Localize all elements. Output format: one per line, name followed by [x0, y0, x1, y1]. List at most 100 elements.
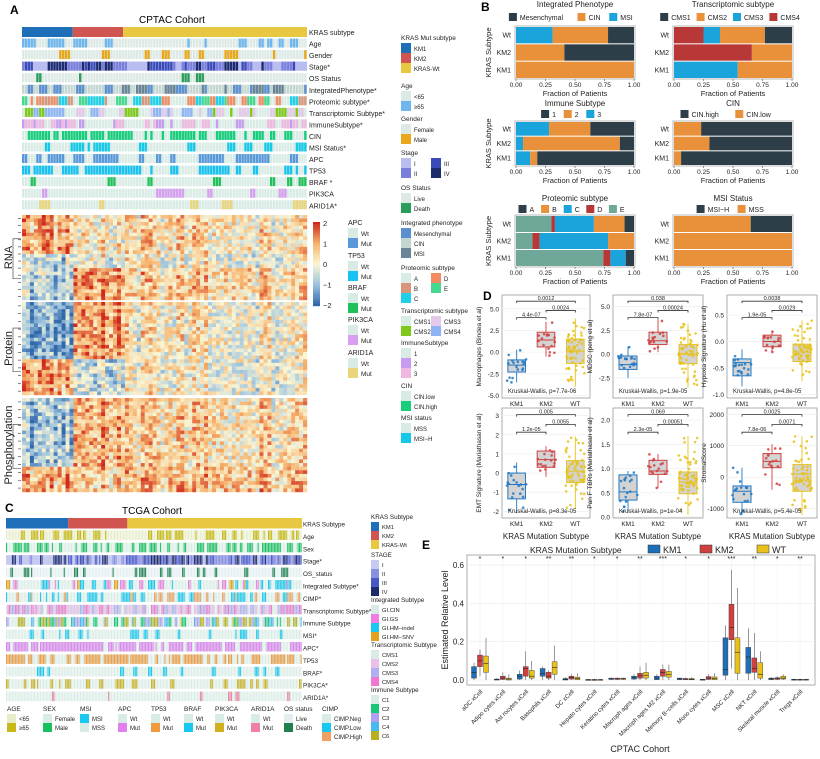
heatmap-cell — [212, 218, 217, 223]
track-cell — [117, 542, 118, 553]
track-cell — [141, 154, 145, 164]
track-cell — [251, 592, 253, 602]
legend-swatch — [215, 723, 224, 732]
track-cell — [212, 107, 216, 117]
track-gap — [208, 567, 209, 578]
track-gap — [144, 580, 146, 590]
track-gap — [69, 142, 71, 152]
track-cell — [224, 61, 227, 71]
track-gap — [246, 119, 248, 129]
track-cell — [156, 555, 158, 565]
track-gap — [209, 84, 211, 94]
legend-swatch — [401, 348, 411, 358]
track-cell — [204, 61, 207, 71]
track-gap — [271, 691, 273, 702]
track-gap — [38, 654, 39, 664]
track-gap — [242, 666, 243, 677]
track-gap — [6, 666, 8, 677]
track-gap — [154, 654, 156, 664]
track-cell — [121, 130, 125, 140]
track-cell — [257, 580, 259, 590]
track-gap — [115, 107, 117, 117]
track-gap — [195, 154, 196, 164]
track-gap — [149, 629, 150, 640]
track-cell — [17, 604, 19, 615]
track-cell — [138, 165, 142, 175]
track-gap — [116, 691, 117, 702]
track-gap — [255, 38, 256, 48]
track-cell — [173, 604, 175, 615]
legend-label: KRAS-Wt — [382, 543, 407, 549]
track-cell — [241, 38, 244, 48]
track-cell — [81, 555, 83, 565]
track-gap — [166, 567, 168, 578]
track-cell — [119, 679, 121, 689]
track-gap — [252, 177, 253, 187]
legend-swatch — [371, 695, 379, 704]
track-cell — [50, 567, 52, 578]
track-gap — [291, 629, 292, 640]
track-gap — [163, 691, 165, 702]
heatmap-cell — [227, 215, 232, 219]
track-cell — [99, 679, 101, 689]
track-cell — [141, 84, 145, 94]
track-gap — [289, 188, 290, 198]
track-gap — [172, 96, 174, 106]
track-gap — [35, 200, 37, 210]
track-gap — [226, 119, 228, 129]
track-gap — [63, 592, 64, 602]
track-gap — [54, 567, 55, 578]
track-cell — [155, 96, 159, 106]
heatmap-cell — [97, 218, 102, 223]
track-cell — [151, 555, 153, 565]
heatmap-cell — [223, 229, 229, 233]
track-gap — [126, 177, 128, 187]
track-cell — [191, 592, 192, 602]
track-gap — [80, 679, 82, 689]
track-cell — [47, 142, 50, 152]
track-gap — [280, 691, 282, 702]
track-cell — [262, 592, 264, 602]
track-cell — [221, 154, 224, 164]
track-gap — [233, 691, 234, 702]
track-gap — [282, 666, 283, 677]
track-gap — [64, 679, 66, 689]
track-gap — [171, 629, 172, 640]
track-cell — [235, 61, 239, 71]
track-cell — [195, 96, 199, 106]
track-cell — [144, 50, 147, 60]
track-gap — [285, 617, 286, 627]
track-gap — [27, 629, 29, 640]
heatmap-cell — [223, 215, 229, 219]
track-gap — [30, 188, 31, 198]
track-gap — [69, 200, 71, 210]
track-gap — [72, 592, 73, 602]
track-cell — [239, 666, 241, 677]
track-gap — [38, 188, 40, 198]
legend-label: Mut — [130, 726, 140, 732]
heatmap-cell — [164, 222, 169, 226]
track-gap — [255, 50, 256, 60]
track-gap — [49, 592, 51, 602]
track-cell — [162, 530, 164, 540]
track-gap — [209, 679, 211, 689]
track-cell — [45, 642, 47, 652]
track-cell — [136, 654, 138, 664]
track-gap — [36, 592, 38, 602]
track-gap — [20, 530, 21, 540]
track-cell — [255, 84, 259, 94]
track-gap — [132, 200, 134, 210]
track-cell — [164, 555, 166, 565]
track-gap — [95, 666, 97, 677]
legend-swatch — [284, 714, 293, 723]
track-gap — [91, 691, 92, 702]
heatmap-cell — [45, 222, 50, 226]
track-gap — [303, 50, 305, 60]
track-gap — [171, 580, 172, 590]
track-gap — [26, 580, 27, 590]
track-gap — [249, 130, 250, 140]
track-cell — [195, 642, 197, 652]
track-gap — [280, 567, 282, 578]
track-cell — [162, 555, 164, 565]
